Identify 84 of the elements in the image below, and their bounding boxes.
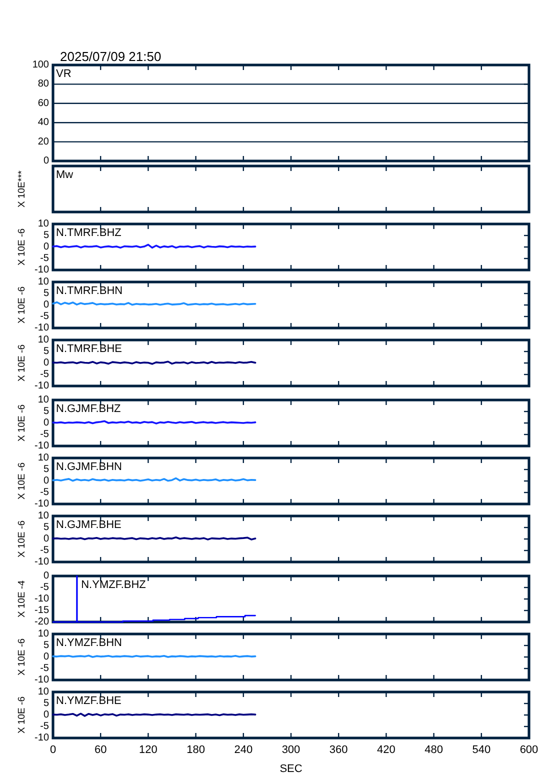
chart-title: N.TMRF.BHN [56, 285, 123, 297]
x-tick-label: 60 [94, 744, 107, 756]
y-tick-label: 10 [38, 394, 50, 406]
chart-title: N.YMZF.BHN [56, 637, 122, 649]
y-tick-label: -20 [34, 616, 50, 628]
y-tick-label: -10 [34, 594, 50, 604]
y-tick-label: 0 [43, 710, 50, 720]
x-axis-title: SEC [280, 763, 302, 775]
y-tick-label: 5 [43, 288, 50, 299]
text: Mw [56, 169, 74, 181]
y-tick-label: 0 [43, 358, 50, 368]
y-tick-label: 80 [38, 78, 50, 90]
y-tick-label: 5 [43, 346, 50, 357]
chart-title: N.GJMF.BHZ [56, 403, 122, 415]
y-tick-label: -5 [40, 487, 50, 498]
y-tick-label: -5 [40, 311, 50, 322]
y-tick-label: 5 [43, 698, 50, 709]
y-tick-label: 0 [43, 300, 50, 310]
y-tick-label: -10 [34, 380, 50, 392]
y-axis-title: X 10E -6 [16, 344, 28, 382]
y-tick-label: 0 [43, 418, 50, 428]
y-tick-label: 10 [38, 686, 50, 698]
y-tick-label: -15 [34, 605, 50, 616]
y-tick-label: -5 [40, 721, 50, 732]
y-axis-title: X 10E -6 [16, 520, 28, 558]
x-tick-label: 420 [377, 744, 396, 756]
y-tick-label: 10 [38, 218, 50, 230]
y-tick-label: 5 [43, 464, 50, 475]
chart-title: N.TMRF.BHZ [56, 227, 122, 239]
y-axis-title: X 10E -6 [16, 286, 28, 324]
y-tick-label: 0 [43, 570, 50, 582]
x-tick-label: 240 [234, 744, 253, 756]
chart-title: N.YMZF.BHZ [81, 579, 146, 591]
y-tick-label: -10 [34, 264, 50, 276]
y-tick-label: -10 [34, 440, 50, 452]
y-tick-label: 0 [43, 156, 50, 166]
y-tick-label: -5 [40, 545, 50, 556]
y-tick-label: 60 [38, 98, 50, 109]
y-axis-title: X 10E -6 [16, 696, 28, 734]
chart-title: N.TMRF.BHE [56, 343, 122, 355]
y-tick-label: -10 [34, 674, 50, 686]
y-tick-label: 5 [43, 406, 50, 417]
x-tick-label: 120 [139, 744, 158, 756]
y-tick-label: -5 [40, 369, 50, 380]
y-axis-title: X 10E -6 [16, 638, 28, 676]
text: X 10E*** [16, 170, 28, 208]
y-axis-title: X 10E -6 [16, 228, 28, 266]
y-tick-label: -5 [40, 253, 50, 264]
chart-title: N.GJMF.BHE [56, 519, 122, 531]
y-tick-label: 5 [43, 522, 50, 533]
y-axis-title: X 10E -6 [16, 462, 28, 500]
y-tick-label: 0 [43, 652, 50, 662]
chart-title: VR [56, 68, 72, 80]
y-tick-label: 0 [43, 534, 50, 544]
y-tick-label: 5 [43, 230, 50, 241]
y-tick-label: 10 [38, 334, 50, 346]
x-tick-label: 360 [329, 744, 348, 756]
y-tick-label: 10 [38, 452, 50, 464]
y-tick-label: -10 [34, 732, 50, 744]
y-tick-label: -10 [34, 498, 50, 510]
x-tick-label: 480 [424, 744, 443, 756]
y-tick-label: -10 [34, 556, 50, 568]
y-tick-label: 10 [38, 628, 50, 640]
y-tick-label: -5 [40, 429, 50, 440]
y-tick-label: -5 [40, 663, 50, 674]
y-tick-label: -10 [34, 322, 50, 334]
y-tick-label: -5 [40, 582, 50, 593]
y-tick-label: 20 [38, 136, 50, 148]
chart-title: N.YMZF.BHE [56, 695, 122, 707]
y-tick-label: 10 [38, 276, 50, 288]
chart-title: N.GJMF.BHN [56, 461, 122, 473]
y-axis-title: X 10E -6 [16, 404, 28, 442]
y-tick-label: 0 [43, 242, 50, 252]
text: 2025/07/09 21:50 [60, 49, 162, 64]
y-tick-label: 100 [32, 60, 50, 70]
x-tick-label: 300 [282, 744, 300, 756]
y-tick-label: 0 [43, 476, 50, 486]
y-tick-label: 10 [38, 510, 50, 522]
y-tick-label: 40 [38, 117, 50, 128]
y-tick-label: 5 [43, 640, 50, 651]
x-tick-label: 180 [186, 744, 205, 756]
x-tick-label: 600 [520, 744, 538, 756]
x-tick-label: 540 [472, 744, 491, 756]
y-axis-title: X 10E -4 [16, 580, 28, 618]
